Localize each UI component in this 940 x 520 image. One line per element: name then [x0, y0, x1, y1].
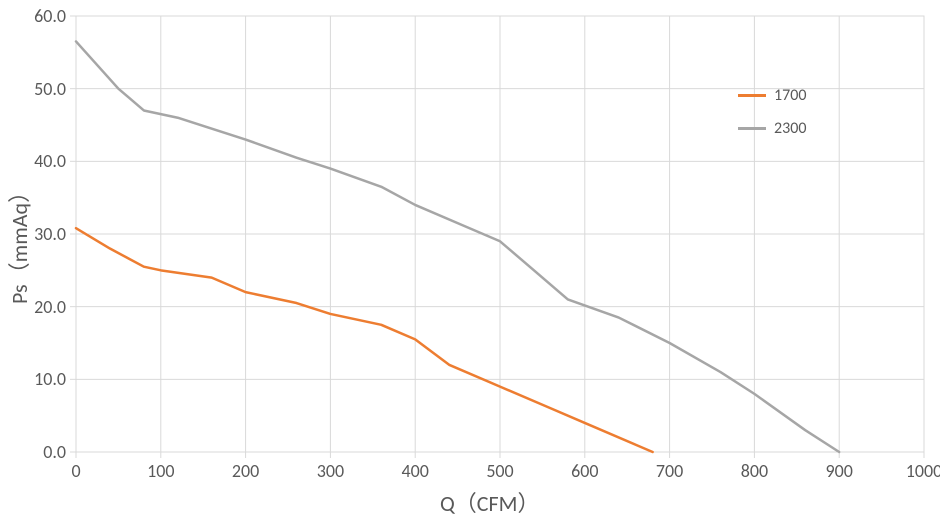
y-tick-label: 50.0: [34, 78, 66, 100]
legend: 1700 2300: [738, 86, 806, 152]
legend-swatch: [738, 94, 766, 97]
x-tick-label: 300: [310, 460, 350, 482]
x-tick-label: 900: [819, 460, 859, 482]
series-line-1700: [76, 228, 653, 452]
legend-label: 2300: [774, 119, 806, 138]
y-tick-label: 30.0: [34, 223, 66, 245]
x-tick-label: 0: [56, 460, 96, 482]
x-axis-title: Q（CFM）: [440, 486, 539, 518]
x-tick-label: 800: [734, 460, 774, 482]
x-tick-label: 100: [141, 460, 181, 482]
x-tick-label: 1000: [904, 460, 940, 482]
series-lines: [76, 41, 839, 452]
y-axis-title: Ps（mmAq）: [2, 181, 34, 304]
x-tick-label: 400: [395, 460, 435, 482]
plot-border: [70, 16, 924, 458]
legend-item: 2300: [738, 119, 806, 138]
x-tick-label: 700: [650, 460, 690, 482]
x-tick-label: 500: [480, 460, 520, 482]
fan-curve-chart: 0.010.020.030.040.050.060.0 010020030040…: [0, 0, 940, 520]
legend-label: 1700: [774, 86, 806, 105]
y-tick-label: 40.0: [34, 150, 66, 172]
x-tick-label: 600: [565, 460, 605, 482]
chart-svg: [0, 0, 940, 520]
x-tick-label: 200: [226, 460, 266, 482]
y-tick-label: 10.0: [34, 368, 66, 390]
y-tick-label: 20.0: [34, 296, 66, 318]
legend-swatch: [738, 127, 766, 130]
y-tick-label: 60.0: [34, 5, 66, 27]
legend-item: 1700: [738, 86, 806, 105]
series-line-2300: [76, 41, 839, 452]
